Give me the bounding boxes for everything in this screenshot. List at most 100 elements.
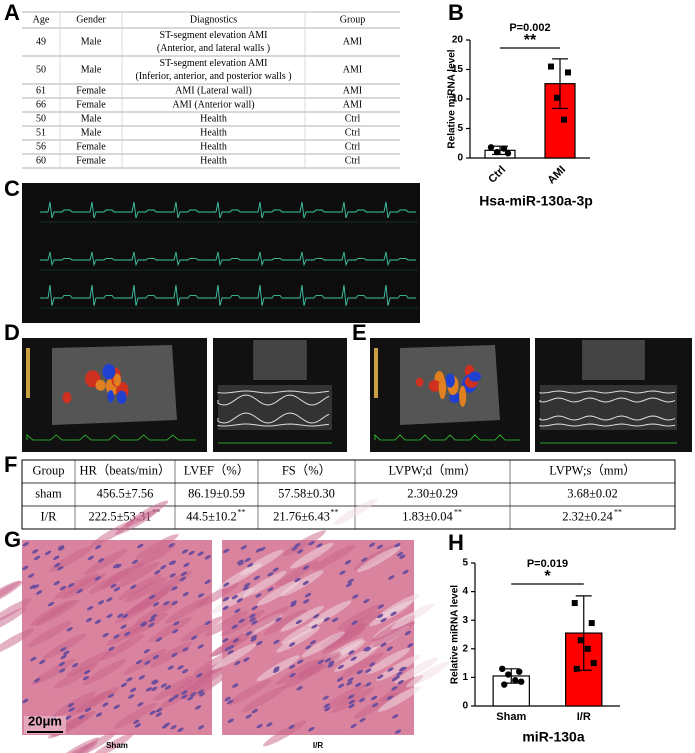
histology-nucleus — [58, 661, 65, 667]
histology-nucleus — [113, 704, 120, 709]
histology-nucleus — [196, 673, 203, 678]
y-tick-label: 3 — [462, 615, 468, 626]
histology-nucleus — [36, 590, 43, 595]
table-cell: 44.5±10.2 — [186, 509, 237, 523]
table-header: Age — [33, 14, 50, 25]
echo-ecg — [26, 434, 197, 441]
histology-nucleus — [160, 683, 168, 688]
histology-fiber — [42, 633, 87, 660]
table-header: HR（beats/min） — [80, 463, 171, 477]
histology-nucleus — [137, 543, 144, 549]
x-tick-label: AMI — [545, 164, 568, 187]
ecg-image — [22, 183, 420, 323]
histology-nucleus — [107, 693, 115, 698]
echo-doppler — [415, 377, 424, 387]
echo-doppler — [95, 379, 106, 391]
histology-fiber — [227, 679, 272, 706]
echo-image — [22, 338, 347, 452]
histology-nucleus — [135, 659, 143, 665]
histology-fiber — [377, 685, 422, 712]
histology-nucleus — [59, 668, 66, 673]
table-cell: 2.32±0.24 — [562, 509, 613, 523]
ecg-trace — [40, 201, 416, 219]
histology-nucleus — [222, 596, 230, 602]
histology-nucleus — [273, 668, 280, 673]
histology-nucleus — [30, 656, 37, 662]
data-point — [565, 69, 571, 76]
histology-nucleus — [386, 646, 393, 651]
histology-nucleus — [380, 642, 387, 647]
histology-nucleus — [190, 692, 197, 697]
histology-nucleus — [161, 724, 169, 729]
histology-nucleus — [197, 551, 204, 556]
histology-nucleus — [302, 580, 309, 586]
histology-nucleus — [296, 686, 303, 691]
table-cell: Male — [81, 127, 102, 138]
data-point — [518, 678, 525, 685]
echo-wall — [539, 397, 676, 403]
histology-nucleus — [85, 617, 93, 623]
histology-nucleus — [94, 619, 102, 624]
histology-nucleus — [227, 699, 234, 705]
histology-nucleus — [151, 686, 158, 692]
histology-fiber — [164, 597, 209, 624]
histology-fiber — [275, 659, 320, 685]
histology-fiber — [113, 703, 157, 729]
histology-nucleus — [180, 571, 188, 576]
table-cell: 61 — [36, 85, 46, 96]
histology-nucleus — [344, 560, 352, 565]
histology-nucleus — [44, 550, 52, 556]
scale-bar-background — [24, 716, 66, 734]
significance-stars: * — [544, 568, 551, 585]
histology-nucleus — [407, 643, 414, 648]
histology-nucleus — [377, 604, 384, 609]
table-header: FS（%） — [282, 463, 331, 477]
histology-nucleus — [110, 583, 117, 589]
ecg-background — [22, 183, 420, 323]
histology-nucleus — [120, 624, 127, 629]
x-tick-label: Ctrl — [486, 164, 508, 186]
histology-nucleus — [346, 681, 353, 686]
table-cell: Female — [76, 155, 106, 166]
histology-fiber — [322, 684, 367, 711]
data-point — [554, 94, 560, 101]
histology-nucleus — [84, 707, 92, 713]
histology-nucleus — [108, 646, 115, 651]
echo-doppler — [438, 376, 447, 400]
histology-nucleus — [368, 542, 376, 548]
histology-nucleus — [250, 634, 257, 640]
histology-fiber — [123, 648, 168, 675]
histology-image — [0, 500, 268, 753]
histology-nucleus — [149, 594, 156, 600]
histology-nucleus — [66, 627, 73, 632]
histology-nucleus — [297, 659, 304, 664]
histology-nucleus — [53, 580, 60, 586]
table-cell: 50 — [36, 113, 46, 124]
histology-fiber — [204, 610, 249, 637]
bar-chart: 0 5 10 15 20 Relative miRNA level Ctrl AMI P=0.0… — [447, 22, 593, 209]
histology-nucleus — [359, 717, 366, 723]
y-tick-label: 5 — [457, 123, 463, 134]
histology-fiber — [82, 659, 127, 686]
table-cell: 57.58±0.30 — [278, 486, 335, 500]
histology-fiber — [53, 691, 97, 718]
histology-nucleus — [231, 594, 238, 600]
histology-fiber — [241, 686, 286, 713]
histology-fiber — [135, 533, 179, 560]
histology-nucleus — [249, 613, 256, 619]
histology-nucleus — [102, 632, 109, 638]
histology-nucleus — [337, 664, 344, 670]
histology-fiber — [301, 631, 345, 658]
bar-chart: 0 1 2 3 4 5 Relative miRNA level Sham I/R P=0.019… — [450, 558, 620, 745]
table-a: Age Gender Diagnostics Group 49 Male ST-segmen… — [22, 11, 400, 169]
histology-nucleus — [87, 605, 94, 611]
histology-nucleus — [106, 613, 113, 619]
histology-nucleus — [392, 714, 399, 719]
histology-nucleus — [222, 605, 229, 611]
table-cell: ST-segment elevation AMI — [160, 58, 268, 69]
histology-nucleus — [328, 660, 335, 666]
histology-nucleus — [115, 563, 122, 569]
histology-nucleus — [145, 687, 153, 692]
histology-nucleus — [234, 660, 241, 666]
histology-nucleus — [143, 648, 150, 654]
